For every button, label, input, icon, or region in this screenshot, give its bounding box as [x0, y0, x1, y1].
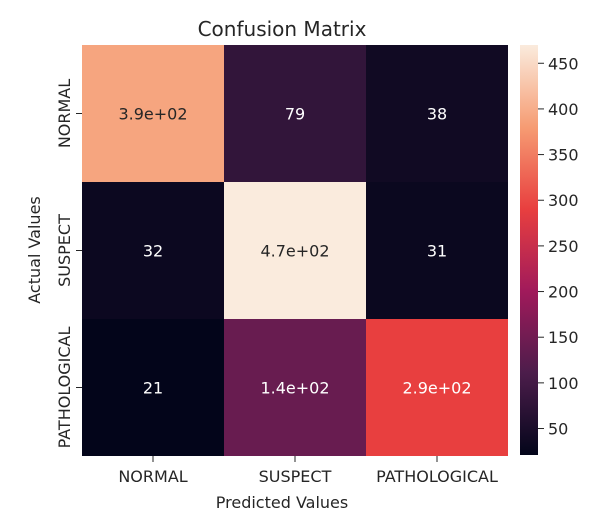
colorbar-ticks: 50 100 150 200 250 300 350 400 450 [538, 54, 579, 439]
y-tick-label: NORMAL [55, 79, 74, 148]
cell-value-label: 3.9e+02 [118, 105, 187, 124]
y-axis-ticks: NORMAL SUSPECT PATHOLOGICAL [55, 79, 82, 449]
y-tick-label: SUSPECT [55, 214, 74, 287]
cell-value-label: 4.7e+02 [260, 242, 329, 261]
colorbar-tick-label: 200 [548, 283, 579, 302]
heatmap-cells [82, 45, 508, 456]
colorbar-tick-label: 300 [548, 191, 579, 210]
heatmap-cell [82, 45, 224, 182]
heatmap-cell [224, 182, 366, 319]
y-tick-label: PATHOLOGICAL [55, 327, 74, 449]
heatmap-cell [366, 182, 508, 319]
x-tick-label: PATHOLOGICAL [376, 467, 498, 486]
heatmap-cell-labels: 3.9e+02 79 38 32 4.7e+02 31 21 1.4e+02 2.9e+02 [118, 105, 471, 398]
cell-value-label: 79 [285, 105, 305, 124]
colorbar-tick-label: 100 [548, 374, 579, 393]
cell-value-label: 2.9e+02 [402, 379, 471, 398]
x-tick-label: SUSPECT [259, 467, 332, 486]
colorbar-tick-label: 150 [548, 328, 579, 347]
heatmap-cell [82, 319, 224, 456]
cell-value-label: 21 [143, 379, 163, 398]
colorbar-tick-label: 250 [548, 237, 579, 256]
x-tick-label: NORMAL [118, 467, 187, 486]
cell-value-label: 32 [143, 242, 163, 261]
cell-value-label: 1.4e+02 [260, 379, 329, 398]
colorbar-tick-label: 450 [548, 54, 579, 73]
colorbar [520, 45, 538, 455]
cell-value-label: 38 [427, 105, 447, 124]
colorbar-tick-label: 400 [548, 100, 579, 119]
heatmap-cell [366, 45, 508, 182]
colorbar-tick-label: 50 [548, 420, 568, 439]
heatmap-cell [224, 45, 366, 182]
y-axis-label: Actual Values [25, 196, 44, 303]
heatmap-cell [82, 182, 224, 319]
x-axis-label: Predicted Values [216, 493, 348, 510]
chart-title: Confusion Matrix [198, 17, 367, 41]
x-axis-ticks: NORMAL SUSPECT PATHOLOGICAL [118, 456, 498, 486]
heatmap-cell [366, 319, 508, 456]
colorbar-tick-label: 350 [548, 146, 579, 165]
heatmap-cell [224, 319, 366, 456]
cell-value-label: 31 [427, 242, 447, 261]
